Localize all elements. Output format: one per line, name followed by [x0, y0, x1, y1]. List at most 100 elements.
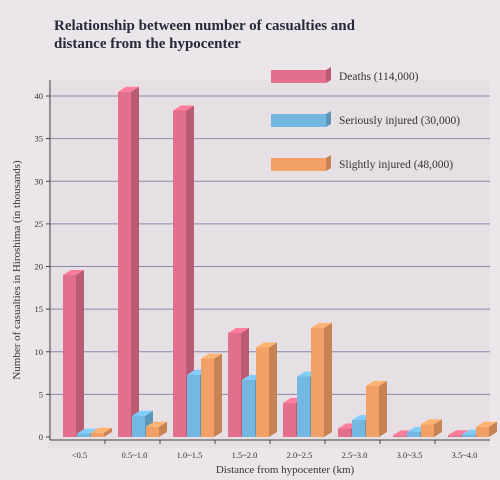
bar-side [214, 353, 222, 437]
bar-front [242, 379, 255, 437]
y-tick-label: 25 [35, 219, 44, 229]
bar-front [366, 385, 379, 437]
bar-front [311, 327, 324, 437]
bar-side [489, 421, 497, 437]
bar-top [118, 86, 139, 92]
bar-side [434, 419, 442, 437]
bar-top [201, 353, 222, 359]
bar-front [476, 426, 489, 437]
bar-front [132, 415, 145, 437]
bar-top [448, 430, 469, 436]
bars [63, 86, 497, 438]
x-tick-label: 0.5~1.0 [122, 450, 148, 460]
y-tick-label: 5 [39, 389, 43, 399]
y-tick-label: 35 [35, 134, 44, 144]
legend-label: Seriously injured (30,000) [339, 115, 460, 127]
bar-slightly-injured-3 [256, 342, 277, 437]
bar-front [462, 434, 475, 437]
bar-front [393, 435, 406, 437]
legend-swatch-side [326, 67, 331, 83]
legend-item-slightly-injured: Slightly injured (48,000) [271, 155, 453, 171]
bar-front [187, 374, 200, 437]
bar-side [379, 380, 387, 437]
bar-front [338, 428, 351, 437]
bar-front [283, 402, 296, 437]
legend-swatch [271, 114, 326, 127]
x-tick-label: 1.0~1.5 [177, 450, 203, 460]
chart-title-line-1: Relationship between number of casualtie… [54, 18, 356, 34]
bar-top [228, 327, 249, 333]
legend-item-seriously-injured: Seriously injured (30,000) [271, 111, 460, 127]
bar-deaths-1 [118, 86, 139, 438]
bar-slightly-injured-6 [421, 419, 442, 437]
bar-side [186, 105, 194, 438]
bar-front [228, 332, 241, 437]
bar-top [77, 428, 98, 434]
bar-top [421, 419, 442, 425]
bar-slightly-injured-1 [146, 421, 167, 437]
bar-side [324, 322, 332, 437]
legend-swatch-side [326, 111, 331, 127]
legend-swatch [271, 158, 326, 171]
bar-front [173, 110, 186, 438]
x-tick-label: 2.0~2.5 [287, 450, 313, 460]
bar-front [118, 91, 131, 438]
bar-top [366, 380, 387, 386]
legend-swatch [271, 70, 326, 83]
bar-front [256, 347, 269, 437]
bar-front [407, 431, 420, 437]
bar-side [159, 421, 167, 437]
y-axis-ticks: 0 5 10 15 20 25 30 35 40 [35, 91, 50, 442]
x-axis-label: Distance from hypocenter (km) [216, 464, 355, 476]
x-axis-ticks: <0.5 0.5~1.0 1.0~1.5 1.5~2.0 2.0~2.5 2.5~3.0 3… [72, 440, 478, 460]
bar-side [104, 427, 112, 437]
bar-top [63, 270, 84, 276]
bar-slightly-injured-4 [311, 322, 332, 437]
y-axis-label: Number of casualties in Hiroshima (in th… [11, 160, 23, 380]
y-tick-label: 0 [39, 432, 43, 442]
x-tick-label: 2.5~3.0 [342, 450, 368, 460]
bar-front [421, 424, 434, 437]
bar-top [476, 421, 497, 427]
bar-top [132, 410, 153, 416]
y-tick-label: 20 [35, 262, 44, 272]
bar-slightly-injured-0 [91, 427, 112, 437]
x-tick-label: 3.0~3.5 [397, 450, 423, 460]
bar-deaths-2 [173, 105, 194, 438]
x-tick-label: 3.5~4.0 [452, 450, 478, 460]
bar-slightly-injured-5 [366, 380, 387, 437]
bar-front [91, 432, 104, 437]
y-tick-label: 15 [35, 304, 44, 314]
bar-deaths-0 [63, 270, 84, 437]
bar-front [146, 426, 159, 437]
bar-top [91, 427, 112, 433]
bar-slightly-injured-2 [201, 353, 222, 437]
x-tick-label: 1.5~2.0 [232, 450, 258, 460]
legend: Deaths (114,000) Seriously injured (30,00… [271, 67, 460, 171]
bar-slightly-injured-7 [476, 421, 497, 437]
y-tick-label: 40 [35, 91, 44, 101]
bar-top [173, 105, 194, 111]
bar-front [297, 376, 310, 437]
legend-swatch-side [326, 155, 331, 171]
bar-top [311, 322, 332, 328]
y-tick-label: 30 [35, 176, 44, 186]
x-tick-label: <0.5 [72, 450, 87, 460]
bar-top [256, 342, 277, 348]
bar-side [269, 342, 277, 437]
bar-side [131, 86, 139, 438]
bar-front [448, 435, 461, 437]
legend-item-deaths: Deaths (114,000) [271, 67, 419, 83]
bar-front [352, 419, 365, 437]
bar-front [201, 358, 214, 437]
bar-front [63, 275, 76, 437]
legend-label: Slightly injured (48,000) [339, 159, 453, 171]
y-tick-label: 10 [35, 347, 44, 357]
legend-label: Deaths (114,000) [339, 71, 419, 83]
bar-side [76, 270, 84, 437]
chart-title-line-2: distance from the hypocenter [54, 36, 241, 52]
bar-top [146, 421, 167, 427]
bar-front [77, 433, 90, 437]
